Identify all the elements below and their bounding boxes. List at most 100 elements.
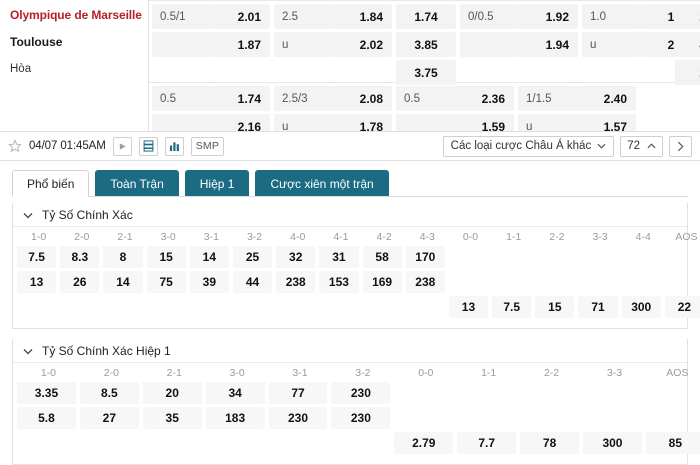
score-odds-cell[interactable]: 7.5 xyxy=(17,246,57,268)
score-odds-cell[interactable]: 169 xyxy=(362,271,402,293)
odds-value-cell[interactable]: 2.36 xyxy=(675,4,700,29)
odds-line-cell[interactable]: 2.5/3 xyxy=(274,86,332,111)
score-odds-cell[interactable]: 22 xyxy=(664,296,700,318)
score-odds-cell[interactable]: 85 xyxy=(645,432,700,454)
odds-value-cell[interactable]: 4.60 xyxy=(675,32,700,57)
odds-value-cell[interactable]: 1.94 xyxy=(518,32,578,57)
odds-line-cell[interactable]: 0/0.5 xyxy=(460,4,518,29)
section-header[interactable]: Tỷ Số Chính Xác Hiệp 1 xyxy=(13,339,687,363)
score-odds-cell[interactable]: 230 xyxy=(331,407,391,429)
tab-3[interactable]: Cược xiên một trận xyxy=(255,170,389,197)
odds-value-cell[interactable]: 1.74 xyxy=(210,86,270,111)
odds-value-cell[interactable]: 2.36 xyxy=(454,86,514,111)
score-odds-cell[interactable]: 3.35 xyxy=(17,382,76,404)
score-odds-cell[interactable]: 14 xyxy=(189,246,229,268)
tab-0[interactable]: Phổ biến xyxy=(12,170,90,197)
odds-value-cell[interactable]: 2.08 xyxy=(332,86,392,111)
score-odds-cell[interactable]: 7.5 xyxy=(492,296,532,318)
toolbar-left: 04/07 01:45AM SMP xyxy=(8,136,225,156)
odds-line-cell[interactable] xyxy=(460,32,518,57)
score-header-cell: 2-1 xyxy=(117,230,133,243)
bar-chart-icon[interactable] xyxy=(164,136,184,156)
odds-line-cell[interactable]: 1.0 xyxy=(582,4,640,29)
odds-row: 2.18 xyxy=(675,60,700,85)
score-odds-cell[interactable]: 153 xyxy=(319,271,359,293)
odds-value-cell[interactable]: 3.85 xyxy=(396,32,456,57)
score-odds-cell-empty xyxy=(492,271,531,293)
tab-1[interactable]: Toàn Trận xyxy=(95,170,179,197)
score-odds-cell[interactable]: 26 xyxy=(60,271,100,293)
away-team-name[interactable]: Toulouse xyxy=(10,35,63,49)
score-odds-cell[interactable]: 58 xyxy=(362,246,402,268)
score-odds-cell[interactable]: 35 xyxy=(142,407,202,429)
score-odds-cell[interactable]: 238 xyxy=(405,271,445,293)
chevron-up-icon xyxy=(647,140,656,152)
score-odds-cell[interactable]: 300 xyxy=(621,296,661,318)
score-odds-cell[interactable]: 25 xyxy=(232,246,273,268)
score-odds-cell[interactable]: 238 xyxy=(276,271,316,293)
odds-line-cell[interactable]: u xyxy=(582,32,640,57)
score-odds-cell[interactable]: 7.7 xyxy=(457,432,517,454)
score-odds-cell[interactable]: 20 xyxy=(142,382,202,404)
odds-value-cell[interactable]: 2.18 xyxy=(675,60,700,85)
score-odds-cell[interactable]: 32 xyxy=(276,246,316,268)
odds-line-cell[interactable]: 0.5 xyxy=(396,86,454,111)
score-odds-cell-empty xyxy=(520,407,579,429)
odds-value-cell[interactable]: 2.02 xyxy=(332,32,392,57)
score-odds-cell[interactable]: 13 xyxy=(448,296,489,318)
score-odds-cell[interactable]: 75 xyxy=(146,271,186,293)
odds-group-handicap-full: 0.5/1 2.01 1.87 xyxy=(152,4,270,88)
score-odds-cell[interactable]: 5.8 xyxy=(17,407,76,429)
score-odds-cell[interactable]: 8.3 xyxy=(60,246,100,268)
score-odds-cell[interactable]: 27 xyxy=(79,407,139,429)
score-odds-cell[interactable]: 230 xyxy=(268,407,328,429)
odds-line-cell[interactable]: u xyxy=(274,32,332,57)
score-odds-cell[interactable]: 15 xyxy=(146,246,186,268)
score-odds-cell[interactable]: 183 xyxy=(205,407,265,429)
next-page-button[interactable] xyxy=(669,135,692,157)
smp-button[interactable]: SMP xyxy=(190,136,225,156)
score-odds-cell[interactable]: 8 xyxy=(103,246,143,268)
score-odds-cell[interactable]: 300 xyxy=(583,432,642,454)
score-odds-cell[interactable]: 39 xyxy=(189,271,229,293)
odds-value-cell[interactable]: 1.92 xyxy=(518,4,578,29)
home-team-name[interactable]: Olympique de Marseille xyxy=(10,8,142,22)
odds-value-cell[interactable]: 1.74 xyxy=(396,4,456,29)
market-type-select[interactable]: Các loại cược Châu Á khác xyxy=(442,135,615,157)
star-icon[interactable] xyxy=(8,139,22,153)
list-stack-icon[interactable] xyxy=(138,136,158,156)
tab-2[interactable]: Hiệp 1 xyxy=(184,170,250,197)
score-odds-cell[interactable]: 44 xyxy=(232,271,273,293)
odds-value-cell[interactable]: 2.01 xyxy=(210,4,270,29)
odds-line-cell[interactable]: 2.5 xyxy=(274,4,332,29)
score-odds-cell[interactable]: 34 xyxy=(205,382,265,404)
odds-value-cell[interactable]: 3.75 xyxy=(396,60,456,85)
score-odds-cell[interactable]: 14 xyxy=(103,271,143,293)
odds-row: u 2.02 xyxy=(274,32,392,57)
score-odds-cell[interactable]: 2.79 xyxy=(394,432,454,454)
odds-line-cell[interactable]: 0.5/1 xyxy=(152,4,210,29)
odds-line-cell[interactable]: 0.5 xyxy=(152,86,210,111)
section-header[interactable]: Tỷ Số Chính Xác xyxy=(13,203,687,227)
score-header-cell: 3-1 xyxy=(292,366,308,379)
score-odds-cell-empty xyxy=(331,432,390,454)
score-odds-cell[interactable]: 13 xyxy=(17,271,57,293)
score-odds-cell[interactable]: 78 xyxy=(520,432,580,454)
score-odds-cell[interactable]: 77 xyxy=(268,382,328,404)
score-odds-cell-empty xyxy=(646,407,700,429)
odds-count-select[interactable]: 72 xyxy=(620,135,663,157)
odds-line-cell[interactable]: 1/1.5 xyxy=(518,86,576,111)
score-odds-cell[interactable]: 230 xyxy=(331,382,391,404)
score-odds-cell[interactable]: 15 xyxy=(535,296,575,318)
score-odds-cell[interactable]: 31 xyxy=(319,246,359,268)
odds-value-cell[interactable]: 2.40 xyxy=(576,86,636,111)
odds-line-cell[interactable] xyxy=(152,32,210,57)
score-odds-cell[interactable]: 8.5 xyxy=(79,382,139,404)
odds-value-cell[interactable]: 1.84 xyxy=(332,4,392,29)
score-odds-cell[interactable]: 170 xyxy=(405,246,445,268)
score-header-cell: 3-0 xyxy=(160,230,176,243)
odds-value-row: 7.5 8.3 8 15 14 25 32 31 58 170 xyxy=(13,246,687,268)
odds-value-cell[interactable]: 1.87 xyxy=(210,32,270,57)
score-odds-cell[interactable]: 71 xyxy=(578,296,618,318)
play-icon[interactable] xyxy=(112,136,132,156)
